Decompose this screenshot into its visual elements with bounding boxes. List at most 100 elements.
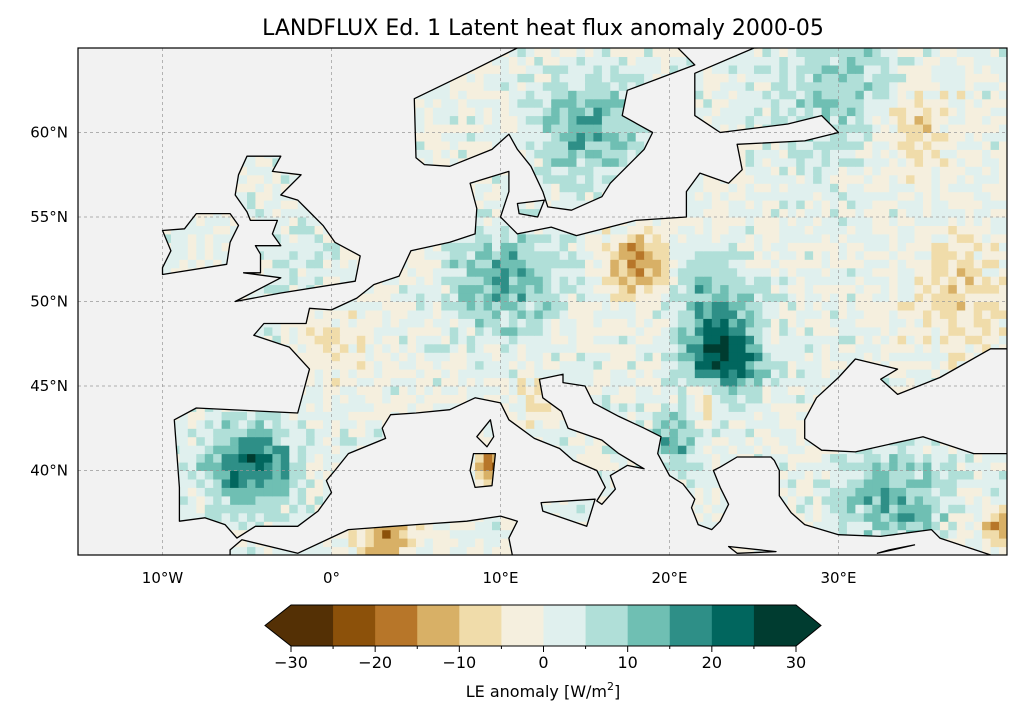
anomaly-cell bbox=[694, 284, 704, 294]
anomaly-cell bbox=[923, 217, 932, 226]
anomaly-cell bbox=[830, 208, 839, 218]
anomaly-cell bbox=[939, 233, 949, 243]
anomaly-cell bbox=[872, 504, 882, 514]
anomaly-cell bbox=[365, 529, 375, 539]
anomaly-cell bbox=[787, 225, 797, 235]
anomaly-cell bbox=[416, 284, 425, 294]
anomaly-cell bbox=[306, 233, 316, 243]
anomaly-cell bbox=[263, 200, 273, 210]
anomaly-cell bbox=[669, 293, 679, 302]
anomaly-cell bbox=[458, 309, 468, 319]
anomaly-cell bbox=[745, 276, 755, 286]
anomaly-cell bbox=[948, 309, 958, 319]
anomaly-cell bbox=[483, 335, 493, 345]
anomaly-cell bbox=[779, 428, 789, 438]
anomaly-cell bbox=[846, 293, 856, 302]
anomaly-cell bbox=[255, 326, 265, 336]
anomaly-cell bbox=[432, 284, 442, 294]
anomaly-cell bbox=[889, 301, 899, 311]
anomaly-cell bbox=[669, 284, 679, 294]
anomaly-cell bbox=[711, 419, 721, 429]
anomaly-cell bbox=[762, 284, 772, 294]
anomaly-cell bbox=[559, 377, 569, 387]
anomaly-cell bbox=[644, 402, 654, 412]
anomaly-cell bbox=[373, 335, 383, 345]
anomaly-cell bbox=[508, 233, 518, 243]
anomaly-cell bbox=[830, 335, 839, 345]
anomaly-cell bbox=[982, 217, 992, 226]
anomaly-cell bbox=[787, 267, 797, 277]
anomaly-cell bbox=[948, 504, 958, 514]
anomaly-cell bbox=[669, 335, 679, 345]
anomaly-cell bbox=[247, 428, 256, 438]
anomaly-cell bbox=[627, 386, 637, 395]
anomaly-cell bbox=[356, 326, 366, 336]
anomaly-cell bbox=[728, 411, 738, 421]
anomaly-cell bbox=[365, 318, 375, 328]
anomaly-cell bbox=[846, 495, 856, 505]
anomaly-cell bbox=[238, 546, 248, 555]
anomaly-cell bbox=[289, 453, 299, 463]
anomaly-cell bbox=[931, 183, 941, 193]
anomaly-cell bbox=[1008, 225, 1017, 234]
anomaly-cell bbox=[720, 259, 730, 269]
anomaly-cell bbox=[407, 284, 417, 294]
anomaly-cell bbox=[948, 495, 958, 505]
anomaly-cell bbox=[424, 276, 434, 286]
anomaly-cell bbox=[779, 217, 789, 226]
anomaly-cell bbox=[855, 462, 865, 471]
anomaly-cell bbox=[779, 419, 789, 429]
anomaly-cell bbox=[914, 352, 924, 362]
anomaly-cell bbox=[906, 200, 916, 210]
anomaly-cell bbox=[441, 335, 451, 345]
anomaly-cell bbox=[306, 217, 316, 226]
anomaly-cell bbox=[559, 174, 569, 184]
anomaly-cell bbox=[551, 200, 561, 210]
anomaly-cell bbox=[855, 267, 865, 277]
anomaly-cell bbox=[483, 419, 493, 429]
anomaly-cell bbox=[711, 200, 721, 210]
anomaly-cell bbox=[356, 428, 366, 438]
anomaly-cell bbox=[297, 419, 307, 429]
anomaly-cell bbox=[331, 428, 341, 438]
anomaly-cell bbox=[880, 445, 890, 455]
anomaly-cell bbox=[813, 462, 823, 471]
anomaly-cell bbox=[483, 394, 493, 404]
anomaly-cell bbox=[559, 191, 569, 201]
anomaly-cell bbox=[694, 208, 704, 218]
anomaly-cell bbox=[669, 470, 679, 480]
anomaly-cell bbox=[339, 343, 349, 353]
anomaly-cell bbox=[475, 326, 485, 336]
anomaly-cell bbox=[880, 250, 890, 260]
anomaly-cell bbox=[458, 276, 468, 286]
anomaly-cell bbox=[635, 293, 645, 302]
anomaly-cell bbox=[661, 462, 670, 471]
anomaly-cell bbox=[948, 335, 958, 345]
anomaly-cell bbox=[711, 284, 721, 294]
anomaly-cell bbox=[880, 343, 890, 353]
anomaly-cell bbox=[263, 259, 273, 269]
anomaly-cell bbox=[923, 191, 932, 201]
anomaly-cell bbox=[796, 343, 806, 353]
anomaly-cell bbox=[813, 217, 823, 226]
anomaly-cell bbox=[585, 504, 594, 514]
anomaly-cell bbox=[863, 250, 873, 260]
anomaly-cell bbox=[492, 301, 501, 311]
anomaly-cell bbox=[830, 259, 839, 269]
anomaly-cell bbox=[187, 470, 197, 480]
anomaly-cell bbox=[720, 419, 730, 429]
anomaly-cell bbox=[247, 495, 256, 505]
anomaly-cell bbox=[914, 487, 924, 497]
anomaly-cell bbox=[576, 259, 586, 269]
anomaly-cell bbox=[889, 377, 899, 387]
anomaly-cell bbox=[542, 428, 552, 438]
anomaly-cell bbox=[728, 343, 738, 353]
anomaly-cell bbox=[830, 504, 839, 514]
anomaly-cell bbox=[720, 233, 730, 243]
anomaly-cell bbox=[399, 377, 409, 387]
anomaly-cell bbox=[787, 318, 797, 328]
anomaly-cell bbox=[339, 276, 349, 286]
anomaly-cell bbox=[458, 293, 468, 302]
anomaly-cell bbox=[770, 200, 780, 210]
anomaly-cell bbox=[999, 495, 1007, 505]
